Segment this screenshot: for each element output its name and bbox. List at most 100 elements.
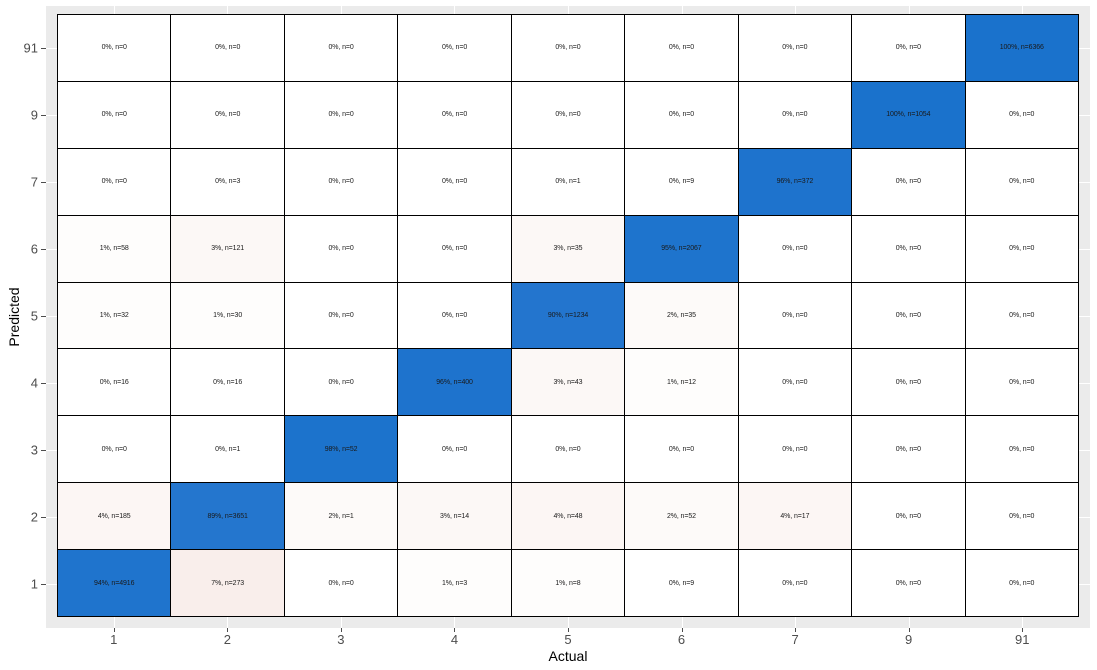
heatmap-cell: 0%, n=0 — [737, 80, 852, 148]
heatmap-cell: 0%, n=16 — [57, 348, 171, 416]
heatmap-cell: 1%, n=12 — [624, 348, 738, 416]
confusion-matrix-heatmap: 0%, n=0 0%, n=0 0%, n=0 0%, n=0 0%, n=0 0%, n… — [57, 14, 1079, 617]
x-tick-mark — [681, 628, 683, 632]
heatmap-cell: 4%, n=185 — [57, 482, 171, 550]
heatmap-cell: 0%, n=0 — [851, 549, 965, 616]
heatmap-cell: 4%, n=17 — [737, 482, 852, 550]
heatmap-cell: 0%, n=0 — [737, 549, 852, 616]
heatmap-cell: 0%, n=0 — [964, 147, 1078, 215]
heatmap-cell: 3%, n=14 — [397, 482, 511, 550]
heatmap-cell: 94%, n=4916 — [57, 549, 171, 616]
y-tick-mark — [41, 382, 46, 384]
y-tick-mark — [41, 181, 46, 183]
y-tick-mark — [41, 583, 46, 585]
heatmap-cell: 1%, n=8 — [510, 549, 625, 616]
heatmap-cell: 0%, n=0 — [964, 348, 1078, 416]
heatmap-cell: 95%, n=2067 — [624, 214, 738, 282]
heatmap-cell: 2%, n=52 — [624, 482, 738, 550]
y-tick-mark — [41, 248, 46, 250]
heatmap-cell: 0%, n=0 — [397, 147, 511, 215]
x-tick-mark — [454, 628, 456, 632]
heatmap-cell: 0%, n=0 — [397, 415, 511, 483]
heatmap-cell: 0%, n=0 — [283, 80, 398, 148]
x-tick-mark — [1022, 628, 1024, 632]
heatmap-cell: 4%, n=48 — [510, 482, 625, 550]
x-tick-label: 6 — [677, 632, 686, 647]
y-tick-mark — [41, 315, 46, 317]
x-tick-label: 9 — [905, 632, 913, 647]
x-tick-mark — [227, 628, 229, 632]
heatmap-cell: 100%, n=1054 — [851, 80, 965, 148]
heatmap-cell: 0%, n=0 — [737, 415, 852, 483]
x-axis-title: Actual — [548, 648, 588, 664]
heatmap-cell: 0%, n=0 — [283, 348, 398, 416]
x-tick-label: 2 — [223, 632, 231, 647]
heatmap-cell: 0%, n=0 — [283, 147, 398, 215]
heatmap-cell: 0%, n=0 — [964, 549, 1078, 616]
heatmap-cell: 0%, n=0 — [964, 214, 1078, 282]
x-tick-label: 5 — [564, 632, 572, 647]
y-tick-label: 3 — [30, 442, 38, 457]
heatmap-cell: 7%, n=273 — [170, 549, 284, 616]
heatmap-cell: 0%, n=9 — [624, 549, 738, 616]
heatmap-cell: 0%, n=0 — [737, 14, 852, 81]
x-tick-label: 4 — [450, 632, 459, 647]
heatmap-cell: 0%, n=0 — [283, 214, 398, 282]
heatmap-cell: 0%, n=0 — [397, 214, 511, 282]
heatmap-cell: 0%, n=0 — [397, 281, 511, 349]
heatmap-cell: 0%, n=0 — [57, 14, 171, 81]
heatmap-cell: 0%, n=1 — [510, 147, 625, 215]
x-tick-label: 91 — [1014, 632, 1030, 647]
x-tick-mark — [908, 628, 910, 632]
heatmap-cell: 0%, n=9 — [624, 147, 738, 215]
heatmap-cell: 3%, n=43 — [510, 348, 625, 416]
y-tick-mark — [41, 516, 46, 518]
x-tick-mark — [795, 628, 797, 632]
y-tick-label: 9 — [30, 107, 38, 122]
heatmap-cell: 0%, n=16 — [170, 348, 284, 416]
heatmap-cell: 0%, n=0 — [851, 147, 965, 215]
heatmap-cell: 2%, n=35 — [624, 281, 738, 349]
x-tick-label: 3 — [337, 632, 345, 647]
heatmap-cell: 0%, n=0 — [964, 482, 1078, 550]
heatmap-cell: 0%, n=0 — [624, 80, 738, 148]
heatmap-cell: 96%, n=372 — [737, 147, 852, 215]
y-tick-mark — [41, 47, 46, 49]
x-tick-label: 1 — [110, 632, 118, 647]
heatmap-cell: 0%, n=0 — [851, 281, 965, 349]
y-tick-label: 6 — [30, 241, 38, 256]
heatmap-cell: 0%, n=0 — [737, 348, 852, 416]
y-tick-label: 7 — [30, 174, 38, 189]
heatmap-cell: 2%, n=1 — [283, 482, 398, 550]
heatmap-cell: 3%, n=121 — [170, 214, 284, 282]
heatmap-cell: 0%, n=0 — [624, 14, 738, 81]
x-tick-mark — [113, 628, 115, 632]
heatmap-cell: 0%, n=0 — [851, 415, 965, 483]
heatmap-cell: 100%, n=6366 — [964, 14, 1078, 81]
heatmap-cell: 0%, n=0 — [170, 14, 284, 81]
heatmap-cell: 0%, n=0 — [510, 14, 625, 81]
heatmap-cell: 0%, n=0 — [510, 80, 625, 148]
heatmap-cell: 0%, n=0 — [737, 281, 852, 349]
heatmap-cell: 89%, n=3651 — [170, 482, 284, 550]
heatmap-cell: 0%, n=0 — [737, 214, 852, 282]
heatmap-cell: 1%, n=30 — [170, 281, 284, 349]
heatmap-cell: 0%, n=0 — [964, 281, 1078, 349]
heatmap-cell: 0%, n=1 — [170, 415, 284, 483]
heatmap-cell: 90%, n=1234 — [510, 281, 625, 349]
heatmap-cell: 0%, n=0 — [964, 415, 1078, 483]
heatmap-cell: 0%, n=0 — [624, 415, 738, 483]
y-tick-label: 91 — [23, 40, 38, 55]
y-tick-mark — [41, 449, 46, 451]
y-tick-label: 5 — [30, 308, 38, 323]
heatmap-cell: 0%, n=0 — [964, 80, 1078, 148]
heatmap-cell: 96%, n=400 — [397, 348, 511, 416]
heatmap-cell: 0%, n=0 — [851, 482, 965, 550]
y-axis-title: Predicted — [6, 287, 22, 347]
heatmap-cell: 0%, n=0 — [397, 14, 511, 81]
heatmap-cell: 1%, n=32 — [57, 281, 171, 349]
heatmap-cell: 0%, n=0 — [170, 80, 284, 148]
x-tick-mark — [340, 628, 342, 632]
heatmap-cell: 0%, n=0 — [397, 80, 511, 148]
y-tick-label: 1 — [30, 576, 38, 591]
